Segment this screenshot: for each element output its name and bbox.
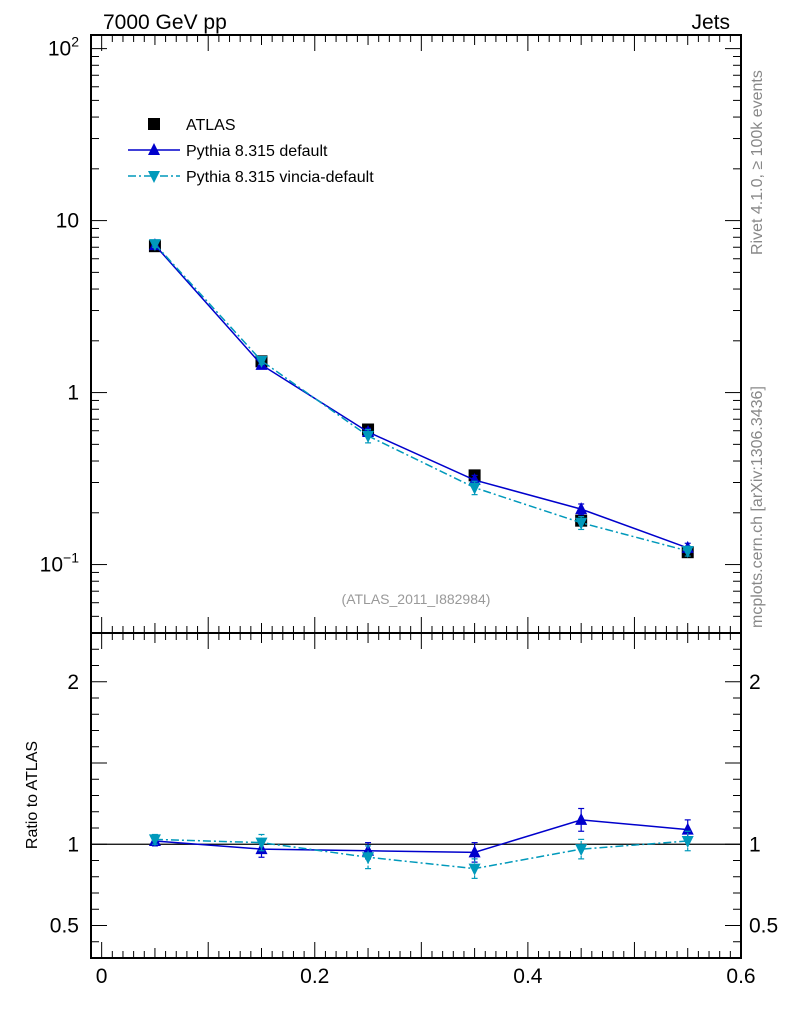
process-label: Jets xyxy=(691,11,730,34)
mcplots-label: mcplots.cern.ch [arXiv:1306.3436] xyxy=(749,386,766,628)
ratio-axis-ticks: 0 0.2 0.4 0.6 2 2 1 1 0.5 0.5 xyxy=(50,632,778,988)
legend-marker-pythia-8-315-default xyxy=(148,143,160,155)
main-axis-ticks: 102 10 1 10−1 xyxy=(40,34,742,634)
main-line-pythia-8-315-default xyxy=(154,244,688,549)
ratio-y-tick-label-right: 2 xyxy=(749,671,761,694)
main-line-pythia-8-315-vincia-default xyxy=(154,243,688,552)
y-tick-label: 10−1 xyxy=(40,550,80,577)
analysis-watermark: (ATLAS_2011_I882984) xyxy=(342,591,491,607)
rivet-label: Rivet 4.1.0, ≥ 100k events xyxy=(749,70,766,255)
ratio-y-tick-label-right: 0.5 xyxy=(749,915,778,938)
legend: ATLAS Pythia 8.315 default Pythia 8.315 vi… xyxy=(128,117,374,186)
main-point-pythia-8-315-vincia-default xyxy=(362,430,375,443)
ratio-point-pythia-8-315-vincia-default xyxy=(468,863,481,876)
ratio-point-pythia-8-315-default xyxy=(575,812,588,825)
ratio-point-pythia-8-315-vincia-default xyxy=(575,844,588,857)
main-point-pythia-8-315-default xyxy=(575,502,588,515)
ratio-point-pythia-8-315-vincia-default xyxy=(148,834,161,847)
x-tick-label: 0.2 xyxy=(300,965,329,988)
x-tick-label: 0.4 xyxy=(513,965,543,988)
ratio-y-tick-label-left: 2 xyxy=(67,671,79,694)
main-point-pythia-8-315-vincia-default xyxy=(681,545,694,558)
ratio-point-pythia-8-315-vincia-default xyxy=(255,837,268,850)
legend-marker-atlas xyxy=(148,118,160,130)
ratio-point-pythia-8-315-vincia-default xyxy=(681,836,694,848)
ratio-y-tick-label-left: 0.5 xyxy=(50,915,79,938)
legend-label-atlas: ATLAS xyxy=(186,117,236,134)
ratio-line-pythia-8-315-default xyxy=(154,819,688,854)
main-point-pythia-8-315-vincia-default xyxy=(148,239,161,252)
ratio-panel-frame xyxy=(90,632,742,959)
x-tick-label: 0 xyxy=(96,965,108,988)
energy-label: 7000 GeV pp xyxy=(103,11,227,34)
y-tick-label: 10 xyxy=(56,210,79,233)
ratio-y-tick-label-left: 1 xyxy=(67,833,79,856)
ratio-line-pythia-8-315-vincia-default xyxy=(154,838,688,870)
legend-label-pythia-8-315-default: Pythia 8.315 default xyxy=(186,143,328,160)
main-point-pythia-8-315-default xyxy=(468,473,481,486)
ratio-y-axis-label: Ratio to ATLAS xyxy=(24,741,41,849)
y-tick-label: 102 xyxy=(48,34,79,61)
legend-marker-pythia-8-315-vincia-default xyxy=(148,171,160,183)
main-point-pythia-8-315-vincia-default xyxy=(468,482,481,495)
main-point-pythia-8-315-vincia-default xyxy=(255,355,268,368)
ratio-point-pythia-8-315-default xyxy=(468,845,481,858)
main-series-marks xyxy=(148,238,694,559)
legend-label-pythia-8-315-vincia-default: Pythia 8.315 vincia-default xyxy=(186,169,374,186)
ratio-series-marks xyxy=(148,807,694,879)
ratio-point-pythia-8-315-vincia-default xyxy=(362,852,375,865)
x-tick-label: 0.6 xyxy=(726,965,755,988)
main-point-pythia-8-315-vincia-default xyxy=(575,517,588,530)
ratio-y-tick-label-right: 1 xyxy=(749,833,761,856)
y-tick-label: 1 xyxy=(67,382,79,405)
